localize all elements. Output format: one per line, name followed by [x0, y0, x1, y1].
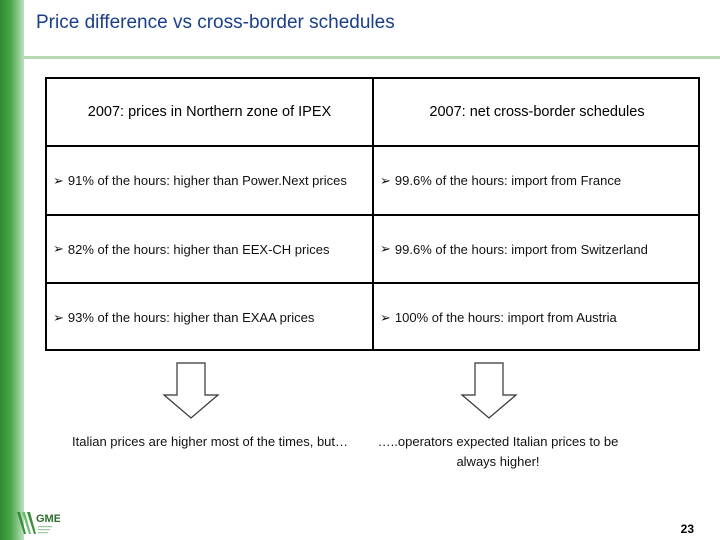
table-cell: ➢ 82% of the hours: higher than EEX-CH p…	[47, 216, 372, 282]
table-cell: ➢ 99.6% of the hours: import from Switze…	[374, 216, 700, 282]
cell-text: 91% of the hours: higher than Power.Next…	[67, 173, 347, 188]
down-arrow-icon	[162, 362, 220, 419]
conclusion-left: Italian prices are higher most of the ti…	[72, 434, 349, 449]
table-cell: ➢ 100% of the hours: import from Austria	[374, 284, 700, 351]
arrow-right-icon: ➢	[380, 241, 391, 256]
cell-text: 93% of the hours: higher than EXAA price…	[67, 310, 315, 325]
arrow-right-icon: ➢	[53, 309, 64, 325]
cell-text: 82% of the hours: higher than EEX-CH pri…	[67, 241, 330, 257]
table-cell: ➢ 99.6% of the hours: import from France	[374, 147, 700, 214]
gme-logo: GME	[17, 512, 60, 534]
table-cell: ➢ 91% of the hours: higher than Power.Ne…	[47, 147, 372, 214]
conclusion-right-line: always higher!	[456, 454, 540, 469]
row-divider	[47, 282, 698, 284]
header-prices: 2007: prices in Northern zone of IPEX	[87, 104, 332, 120]
slide-title: Price difference vs cross-border schedul…	[36, 12, 395, 33]
table-cell: ➢ 93% of the hours: higher than EXAA pri…	[47, 284, 372, 351]
arrow-right-icon: ➢	[53, 172, 64, 188]
logo-text: GME	[36, 513, 60, 525]
row-divider	[47, 214, 698, 216]
arrow-right-icon: ➢	[380, 309, 391, 325]
cell-text: 100% of the hours: import from Austria	[394, 310, 617, 325]
cell-text: 99.6% of the hours: import from Switzerl…	[394, 241, 648, 257]
arrow-right-icon: ➢	[380, 172, 391, 188]
arrow-right-icon: ➢	[53, 241, 64, 256]
cell-text: 99.6% of the hours: import from France	[394, 173, 622, 188]
row-divider	[47, 145, 698, 147]
down-arrow-icon	[460, 362, 518, 419]
left-accent-bar	[0, 0, 24, 540]
conclusion-right-line: …..operators expected Italian prices to …	[377, 434, 619, 449]
page-number: 23	[680, 522, 694, 536]
header-schedules: 2007: net cross-border schedules	[429, 104, 645, 120]
title-divider	[24, 56, 720, 59]
conclusion-right: …..operators expected Italian prices to …	[352, 432, 644, 472]
comparison-table: 2007: prices in Northern zone of IPEX 20…	[45, 77, 700, 351]
